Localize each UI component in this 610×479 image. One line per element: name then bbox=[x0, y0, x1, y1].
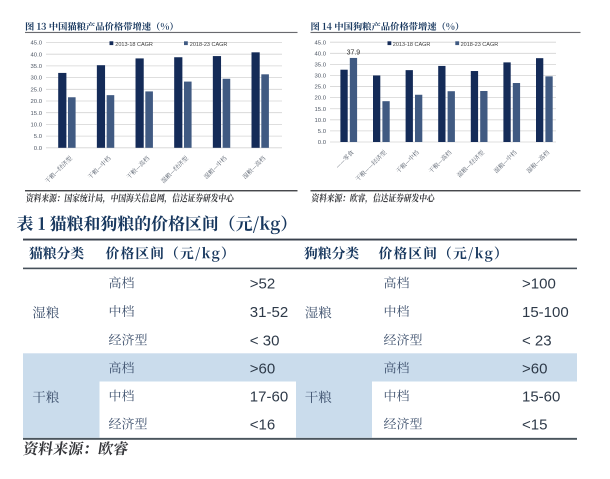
svg-text:35.0: 35.0 bbox=[315, 62, 327, 68]
svg-text:10.0: 10.0 bbox=[31, 123, 43, 129]
svg-text:>100: >100 bbox=[522, 276, 556, 293]
svg-text:2018-23 CAGR: 2018-23 CAGR bbox=[461, 42, 499, 48]
svg-text:>60: >60 bbox=[250, 361, 275, 378]
svg-text:45.0: 45.0 bbox=[315, 40, 327, 46]
svg-text:5.0: 5.0 bbox=[318, 129, 327, 135]
svg-text:<16: <16 bbox=[250, 417, 275, 434]
svg-text:30.0: 30.0 bbox=[315, 74, 327, 80]
svg-text:15.0: 15.0 bbox=[315, 107, 327, 113]
svg-text:37.9: 37.9 bbox=[347, 49, 361, 56]
svg-text:31-52: 31-52 bbox=[250, 304, 288, 321]
svg-text:5.0: 5.0 bbox=[34, 134, 43, 140]
svg-text:< 30: < 30 bbox=[250, 333, 280, 350]
svg-text:25.0: 25.0 bbox=[31, 87, 43, 93]
svg-text:2013-18 CAGR: 2013-18 CAGR bbox=[115, 42, 153, 48]
svg-text:20.0: 20.0 bbox=[31, 99, 43, 105]
svg-text:15-100: 15-100 bbox=[522, 304, 569, 321]
svg-text:40.0: 40.0 bbox=[31, 52, 43, 58]
svg-text:40.0: 40.0 bbox=[315, 51, 327, 57]
svg-text:2018-23 CAGR: 2018-23 CAGR bbox=[190, 42, 228, 48]
svg-text:25.0: 25.0 bbox=[315, 85, 327, 91]
svg-text:2013-18 CAGR: 2013-18 CAGR bbox=[393, 42, 431, 48]
svg-text:0.0: 0.0 bbox=[318, 140, 327, 146]
svg-text:>60: >60 bbox=[522, 361, 547, 378]
svg-text:10.0: 10.0 bbox=[315, 118, 327, 124]
svg-text:< 23: < 23 bbox=[522, 333, 552, 350]
svg-text:15.0: 15.0 bbox=[31, 111, 43, 117]
svg-text:30.0: 30.0 bbox=[31, 76, 43, 82]
svg-text:0.0: 0.0 bbox=[34, 146, 43, 152]
svg-text:35.0: 35.0 bbox=[31, 64, 43, 70]
svg-text:20.0: 20.0 bbox=[315, 96, 327, 102]
svg-text:45.0: 45.0 bbox=[31, 41, 43, 47]
svg-text:>52: >52 bbox=[250, 276, 275, 293]
svg-text:15-60: 15-60 bbox=[522, 389, 560, 406]
svg-text:17-60: 17-60 bbox=[250, 389, 288, 406]
svg-text:<15: <15 bbox=[522, 417, 547, 434]
